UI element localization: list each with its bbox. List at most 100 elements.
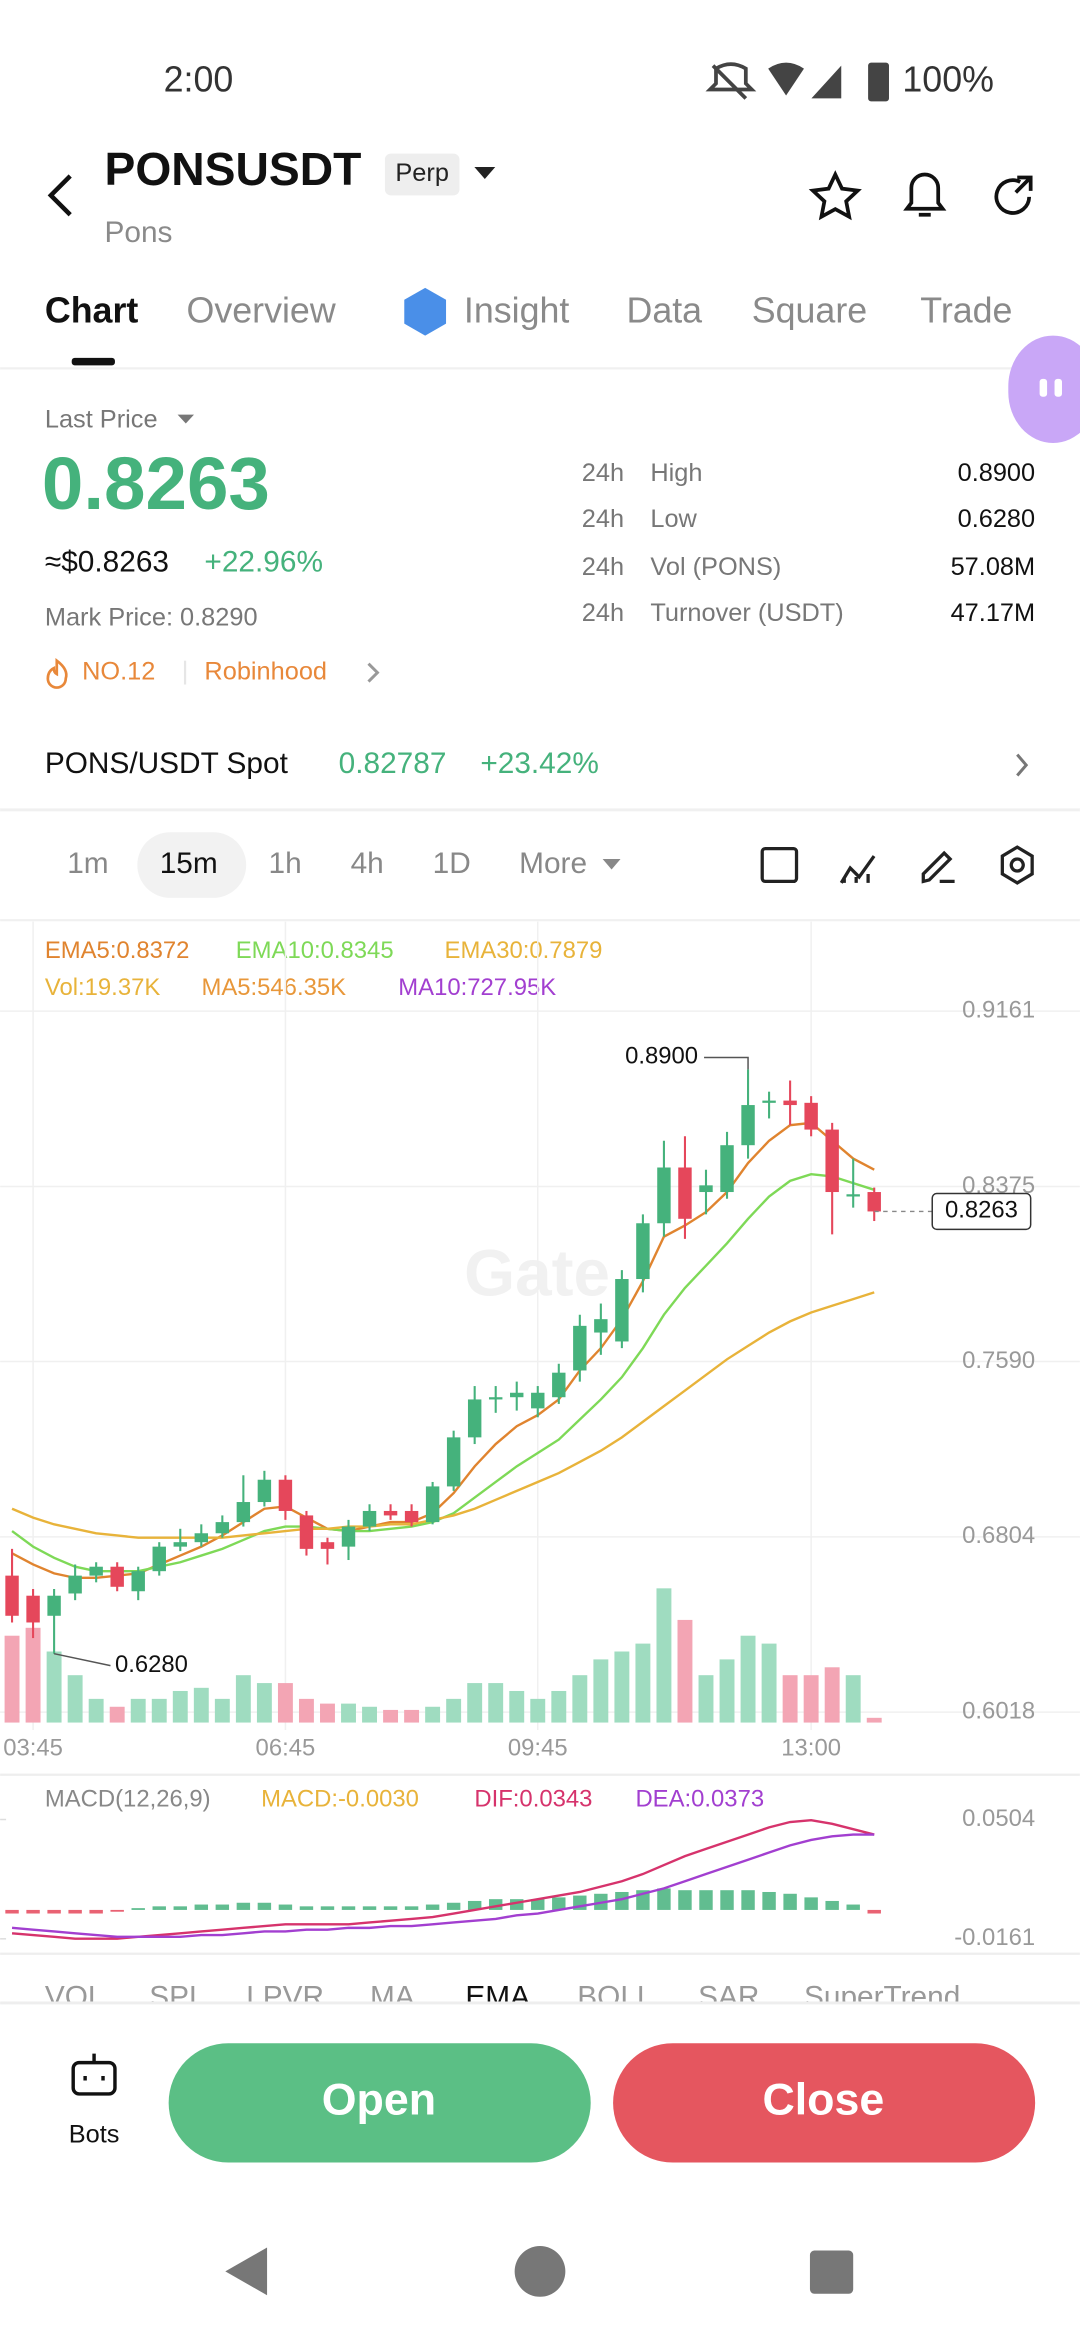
close-label: Close (762, 2075, 884, 2125)
volume-bar (866, 1717, 882, 1723)
macd-bar (846, 1904, 860, 1910)
tag[interactable]: Robinhood (204, 657, 327, 685)
price-change: +22.96% (204, 546, 323, 579)
nav-back[interactable] (225, 2247, 268, 2296)
share-button[interactable] (994, 175, 1033, 215)
last-price-label: 0.8263 (945, 1197, 1018, 1224)
volume-bar (677, 1619, 693, 1723)
candle-body (47, 1595, 61, 1616)
candle-body (257, 1479, 272, 1503)
candle-body (131, 1571, 145, 1592)
volume-bar (214, 1698, 230, 1723)
bots-icon[interactable] (71, 2053, 117, 2096)
volume-bar (614, 1651, 630, 1723)
insight-icon (404, 287, 447, 336)
macd-bar (678, 1890, 692, 1910)
last-price: 0.8263 (42, 442, 270, 525)
volume-bar (277, 1683, 293, 1723)
interval[interactable]: 4h (351, 847, 384, 880)
bots-label: Bots (69, 2120, 120, 2148)
spot-chevron[interactable] (1016, 753, 1029, 777)
status-icons (705, 62, 889, 102)
macd-bar (299, 1906, 314, 1910)
candle-body (320, 1542, 335, 1549)
tool-settings[interactable] (1000, 845, 1034, 885)
assistant-eye (1039, 378, 1048, 397)
rank-icon (46, 658, 68, 689)
volume-bar (740, 1635, 756, 1723)
candle-body (173, 1542, 187, 1547)
interval[interactable]: 15m (160, 847, 218, 880)
tab[interactable]: Overview (187, 291, 336, 331)
close-button[interactable] (613, 2043, 1036, 2163)
volume-bar (151, 1698, 167, 1723)
tab[interactable]: Trade (920, 291, 1012, 331)
macd-bar (215, 1904, 230, 1910)
candle-body (783, 1100, 797, 1106)
macd-bar (320, 1906, 335, 1910)
tool-indicators[interactable] (839, 855, 876, 884)
candle-body (573, 1325, 587, 1371)
candle-body (425, 1486, 440, 1523)
macd-bar (825, 1900, 839, 1910)
stat-value: 57.08M (951, 553, 1036, 581)
macd-bar (68, 1909, 82, 1914)
tool-fullscreen[interactable] (760, 846, 799, 884)
volume-bar (172, 1690, 188, 1723)
tab[interactable]: Insight (464, 291, 569, 331)
candle-body (236, 1502, 251, 1523)
candle-body (594, 1319, 608, 1333)
interval[interactable]: 1h (269, 847, 302, 880)
nav-home[interactable] (514, 2246, 566, 2297)
symbol-dropdown[interactable] (474, 167, 496, 179)
candle-body (678, 1167, 692, 1219)
ema-line (11, 1121, 875, 1580)
candle-body (488, 1397, 503, 1400)
nav-recents[interactable] (809, 2250, 854, 2294)
open-button[interactable] (168, 2043, 591, 2163)
tab[interactable]: Data (627, 291, 703, 331)
volume-bar (109, 1706, 125, 1723)
interval[interactable]: 1D (433, 847, 471, 880)
tool-draw[interactable] (921, 850, 955, 884)
tab-indicator (71, 357, 115, 366)
volume-bar (551, 1690, 567, 1723)
interval[interactable]: More (519, 847, 587, 880)
stat-value: 0.6280 (958, 505, 1036, 533)
volume-bar (25, 1627, 41, 1723)
last-price-box (931, 1192, 1032, 1231)
volume-bar (425, 1706, 441, 1723)
volume-bar (256, 1683, 272, 1723)
low-label: 0.6280 (115, 1651, 188, 1678)
candle-body (762, 1100, 776, 1103)
macd-bar (531, 1899, 545, 1910)
y-tick-label: 0.6018 (962, 1697, 1035, 1724)
interval[interactable]: 1m (67, 847, 108, 880)
price-label-caret[interactable] (177, 414, 194, 424)
volume-bar (4, 1635, 20, 1723)
candle-body (299, 1515, 314, 1549)
volume-legend: MA5:546.35K (201, 974, 346, 1001)
candle-body (741, 1105, 755, 1146)
tab[interactable]: Square (752, 291, 867, 331)
spot-pair[interactable]: PONS/USDT Spot (45, 747, 289, 780)
stat-label: Turnover (USDT) (650, 599, 843, 627)
badge-bg (384, 153, 460, 196)
alert-button[interactable] (903, 172, 947, 217)
back-button[interactable] (47, 174, 72, 217)
volume-legend: MA10:727.95K (398, 974, 556, 1001)
macd-bar (488, 1899, 503, 1910)
candle-body (846, 1194, 860, 1197)
candle-body (278, 1479, 293, 1511)
ema-line (11, 1172, 875, 1573)
macd-bar (110, 1909, 124, 1912)
favorite-button[interactable] (808, 170, 862, 221)
macd-bar (47, 1909, 61, 1914)
macd-bar (552, 1897, 566, 1910)
macd-bar (194, 1904, 209, 1910)
tab[interactable]: Chart (45, 291, 139, 331)
macd-legend: DIF:0.0343 (474, 1785, 592, 1812)
macd-bar (446, 1902, 461, 1910)
price-label: Last Price (45, 405, 158, 433)
